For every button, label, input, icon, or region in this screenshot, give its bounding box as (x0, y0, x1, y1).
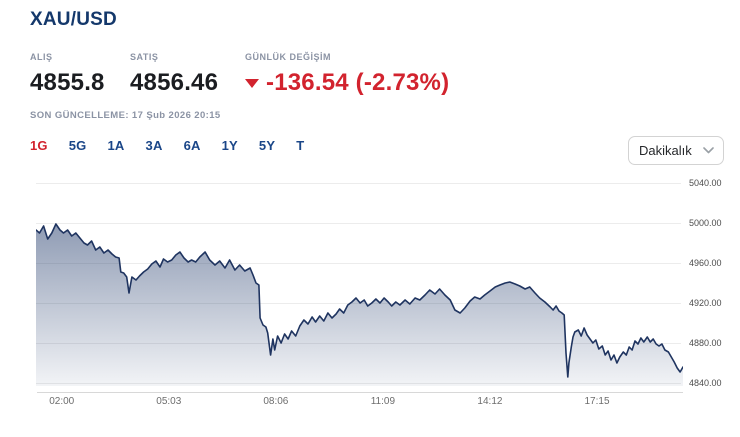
range-tab-5g[interactable]: 5G (68, 138, 87, 153)
range-tab-t[interactable]: T (296, 138, 305, 153)
triangle-down-icon (245, 78, 259, 88)
x-tick-label: 08:06 (263, 396, 289, 407)
range-tab-5y[interactable]: 5Y (258, 138, 276, 153)
range-tab-1y[interactable]: 1Y (221, 138, 238, 153)
chevron-down-icon (703, 147, 714, 154)
interval-select[interactable]: Dakikalık (628, 136, 724, 165)
daily-change-label: GÜNLÜK DEĞİŞİM (245, 52, 332, 62)
y-tick-label: 4920.00 (689, 298, 722, 308)
daily-change-value: -136.54 (-2.73%) (266, 69, 450, 96)
y-tick-label: 5000.00 (689, 218, 722, 228)
ask-block: SATIŞ 4856.46 (130, 52, 218, 97)
x-tick-label: 14:12 (477, 396, 503, 407)
y-tick-label: 4960.00 (689, 258, 722, 268)
range-tab-1g[interactable]: 1G (30, 138, 48, 153)
y-tick-label: 4840.00 (689, 378, 722, 388)
x-tick-label: 11:09 (370, 396, 396, 407)
bid-block: ALIŞ 4855.8 (30, 52, 105, 97)
daily-change-block: GÜNLÜK DEĞİŞİM -136.54 (-2.73%) (245, 52, 449, 97)
interval-select-value: Dakikalık (639, 143, 692, 158)
bid-value: 4855.8 (30, 69, 105, 96)
range-tab-3a[interactable]: 3A (145, 138, 163, 153)
ask-label: SATIŞ (130, 52, 159, 62)
x-tick-label: 02:00 (49, 396, 75, 407)
bid-label: ALIŞ (30, 52, 53, 62)
page-title: XAU/USD (30, 9, 117, 30)
range-tab-1a[interactable]: 1A (107, 138, 125, 153)
range-tab-6a[interactable]: 6A (183, 138, 201, 153)
y-tick-label: 4880.00 (689, 338, 722, 348)
price-area-chart[interactable] (36, 183, 683, 396)
ask-value: 4856.46 (130, 69, 219, 96)
x-tick-label: 17:15 (584, 396, 610, 407)
x-tick-label: 05:03 (156, 396, 182, 407)
y-tick-label: 5040.00 (689, 178, 722, 188)
range-tabs: 1G 5G 1A 3A 6A 1Y 5Y T (30, 138, 304, 153)
daily-change-value-row: -136.54 (-2.73%) (245, 69, 449, 97)
last-update-text: SON GÜNCELLEME: 17 Şub 2026 20:15 (30, 110, 221, 121)
